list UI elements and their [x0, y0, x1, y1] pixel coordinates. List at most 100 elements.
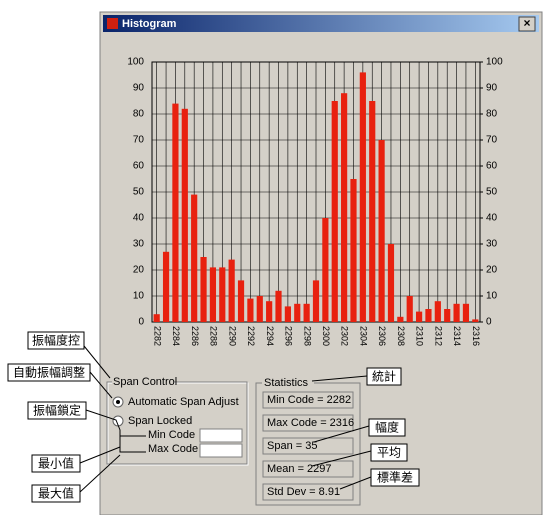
- leader: [79, 446, 121, 464]
- bar: [153, 314, 160, 322]
- bar: [425, 309, 432, 322]
- stat-text: Mean = 2297: [267, 463, 332, 475]
- y2-tick-label: 0: [486, 317, 492, 328]
- bar: [444, 309, 451, 322]
- y2-tick-label: 40: [486, 213, 498, 224]
- bar: [406, 296, 413, 322]
- leader: [79, 340, 111, 379]
- bar: [434, 301, 441, 322]
- min-code-input[interactable]: [199, 428, 243, 443]
- y-tick-label: 80: [133, 109, 145, 120]
- y2-tick-label: 30: [486, 239, 498, 250]
- annotation-text: 最小值: [38, 456, 74, 471]
- stat-box: [262, 437, 354, 455]
- x-tick-label: 2288: [209, 326, 219, 346]
- leader: [85, 409, 146, 453]
- radio-auto-label[interactable]: Automatic Span Adjust: [128, 396, 239, 408]
- bar: [275, 290, 282, 322]
- y-tick-label: 20: [133, 265, 145, 276]
- bar: [294, 303, 301, 322]
- leader: [313, 425, 370, 443]
- annotation-text: 平均: [377, 446, 401, 460]
- bar: [256, 296, 263, 322]
- min-code-label: Min Code: [148, 429, 195, 441]
- bar: [453, 303, 460, 322]
- bar: [266, 301, 273, 322]
- y-tick-label: 100: [127, 57, 144, 68]
- y-tick-label: 70: [133, 135, 145, 146]
- span-title: Span Control: [113, 376, 177, 388]
- stat-box: [262, 460, 354, 478]
- x-tick-label: 2302: [340, 326, 350, 346]
- annotation-box: [366, 367, 402, 386]
- bar: [378, 140, 385, 322]
- bar: [387, 244, 395, 322]
- bar: [181, 108, 188, 322]
- bar: [350, 179, 357, 322]
- window-icon: [107, 18, 118, 29]
- x-tick-label: 2314: [452, 326, 462, 346]
- bar: [191, 194, 198, 322]
- radio-locked-label[interactable]: Span Locked: [128, 415, 192, 427]
- x-tick-label: 2300: [321, 326, 331, 346]
- radio-dot[interactable]: [116, 400, 120, 404]
- stat-box: [262, 483, 354, 501]
- annotation-text: 振幅鎖定: [33, 403, 81, 418]
- bar: [284, 306, 291, 322]
- x-tick-label: 2298: [302, 326, 312, 346]
- y2-tick-label: 50: [486, 187, 498, 198]
- leader: [339, 476, 372, 490]
- stat-text: Max Code = 2316: [267, 417, 354, 429]
- max-code-label: Max Code: [148, 443, 198, 455]
- bar: [331, 101, 338, 322]
- annotation-box: [370, 468, 420, 487]
- annotation-box: [27, 331, 85, 350]
- bar: [341, 93, 348, 322]
- annotation-text: 最大值: [38, 486, 74, 501]
- chart: 0 10 20 30 40 50 60 70 80 90 100 0 10 20 30 40 50 60 70 80 9…: [127, 57, 503, 346]
- annotation-box: [27, 401, 87, 420]
- y-tick-label: 0: [138, 317, 144, 328]
- annotation-text: 統計: [372, 369, 396, 384]
- bar: [172, 103, 179, 322]
- span-group: [107, 382, 249, 466]
- y2-tick-label: 70: [486, 135, 498, 146]
- annotation-box: [31, 454, 81, 473]
- x-tick-label: 2304: [358, 326, 368, 346]
- y-tick-label: 40: [133, 213, 145, 224]
- y-tick-label: 60: [133, 161, 145, 172]
- close-icon[interactable]: ×: [523, 16, 530, 30]
- bar: [359, 72, 366, 323]
- span-title-bg: [112, 376, 174, 388]
- leader: [79, 454, 121, 493]
- annotation-box: [31, 484, 81, 503]
- bar: [397, 316, 404, 322]
- stat-box: [262, 391, 354, 409]
- bar: [200, 257, 207, 322]
- leader: [311, 450, 372, 467]
- annotation-text: 振幅度控: [32, 333, 80, 348]
- y2-tick-label: 20: [486, 265, 498, 276]
- x-tick-label: 2290: [227, 326, 237, 346]
- span-group-border: [106, 381, 248, 465]
- x-tick-label: 2296: [284, 326, 294, 346]
- bar: [472, 319, 479, 322]
- bar: [462, 303, 470, 322]
- close-button[interactable]: [518, 16, 536, 32]
- bar: [209, 267, 217, 322]
- bar: [247, 298, 254, 322]
- stats-title-bg: [262, 377, 314, 389]
- annotation-box: [370, 443, 408, 462]
- annotation-box: [7, 363, 91, 382]
- max-code-input[interactable]: [199, 443, 243, 458]
- leader: [89, 371, 113, 399]
- y-tick-label: 30: [133, 239, 145, 250]
- y2-tick-label: 100: [486, 57, 503, 68]
- y-tick-label: 50: [133, 187, 145, 198]
- stat-text: Span = 35: [267, 440, 317, 452]
- bar: [219, 267, 226, 322]
- x-tick-label: 2292: [246, 326, 256, 346]
- x-tick-label: 2286: [190, 326, 200, 346]
